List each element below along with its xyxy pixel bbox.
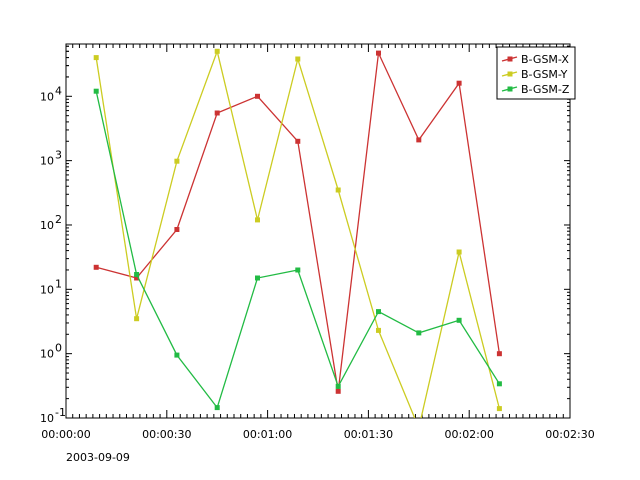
data-point [335, 187, 341, 193]
svg-text:10: 10 [40, 90, 54, 103]
data-point [376, 327, 381, 333]
svg-text:10: 10 [40, 219, 54, 232]
y-axis-ticks [66, 45, 570, 419]
svg-text:10: 10 [40, 412, 54, 425]
data-point [214, 48, 220, 54]
data-point [93, 55, 99, 61]
y-tick-label: 10 2 [40, 213, 62, 232]
data-point [174, 158, 180, 164]
svg-text:10: 10 [40, 283, 54, 296]
x-tick-label: 00:00:30 [142, 428, 191, 441]
y-tick-label: 10 -1 [40, 406, 66, 425]
legend-swatch-marker [507, 71, 513, 77]
legend-label: B-GSM-Z [521, 83, 570, 96]
data-point [456, 249, 462, 255]
data-point [416, 330, 422, 336]
data-point [93, 88, 99, 94]
legend-entry-b-gsm-z[interactable]: B-GSM-Z [501, 83, 570, 96]
data-point [295, 267, 301, 273]
data-point [496, 406, 502, 412]
x-tick-label: 00:02:00 [444, 428, 493, 441]
y-tick-label: 10 0 [40, 342, 62, 361]
data-point [174, 227, 180, 232]
data-point [255, 275, 260, 281]
svg-text:-1: -1 [55, 406, 66, 419]
series-b-gsm-x [93, 50, 502, 394]
data-point [416, 137, 422, 143]
data-point [214, 110, 220, 116]
data-point [255, 93, 260, 99]
svg-text:2: 2 [55, 213, 62, 226]
axis-frame [65, 43, 571, 419]
data-point [134, 272, 140, 277]
x-axis-date-label: 2003-09-09 [66, 451, 130, 464]
data-point [376, 50, 381, 56]
data-point [295, 56, 301, 62]
data-point [496, 381, 502, 387]
x-axis-ticks [65, 44, 571, 418]
y-tick-label: 10 3 [40, 149, 62, 168]
svg-text:3: 3 [55, 149, 62, 162]
series-b-gsm-y [93, 48, 502, 418]
legend-swatch-marker [507, 86, 513, 92]
legend-entry-b-gsm-x[interactable]: B-GSM-X [501, 53, 569, 66]
data-point [335, 388, 341, 394]
data-point [496, 351, 502, 357]
data-point [174, 352, 180, 358]
data-point [335, 383, 341, 389]
x-tick-label: 00:02:30 [545, 428, 594, 441]
chart-legend[interactable]: B-GSM-X B-GSM-Y B-GSM-Z [496, 46, 576, 100]
data-point [255, 217, 260, 223]
y-tick-label: 10 4 [40, 84, 62, 103]
legend-entry-b-gsm-y[interactable]: B-GSM-Y [501, 68, 568, 81]
x-tick-label: 00:01:00 [243, 428, 292, 441]
data-point [376, 309, 381, 315]
x-tick-label: 00:00:00 [41, 428, 90, 441]
data-point [456, 317, 462, 323]
data-point [295, 138, 301, 144]
series-b-gsm-z [93, 88, 502, 411]
svg-text:10: 10 [40, 155, 54, 168]
legend-label: B-GSM-Y [521, 68, 568, 81]
svg-text:4: 4 [55, 84, 62, 97]
data-series-layer [93, 48, 502, 418]
data-point [93, 264, 99, 270]
svg-text:1: 1 [55, 277, 62, 290]
x-tick-label: 00:01:30 [344, 428, 393, 441]
data-point [456, 80, 462, 86]
y-tick-label: 10 1 [40, 277, 62, 296]
data-point [214, 405, 220, 411]
x-axis-tick-labels: 00:00:00 00:00:30 00:01:00 00:01:30 00:02:00… [41, 428, 594, 441]
data-point [134, 316, 140, 322]
legend-swatch-marker [507, 56, 513, 62]
svg-text:0: 0 [55, 342, 62, 355]
legend-label: B-GSM-X [521, 53, 569, 66]
svg-text:10: 10 [40, 348, 54, 361]
